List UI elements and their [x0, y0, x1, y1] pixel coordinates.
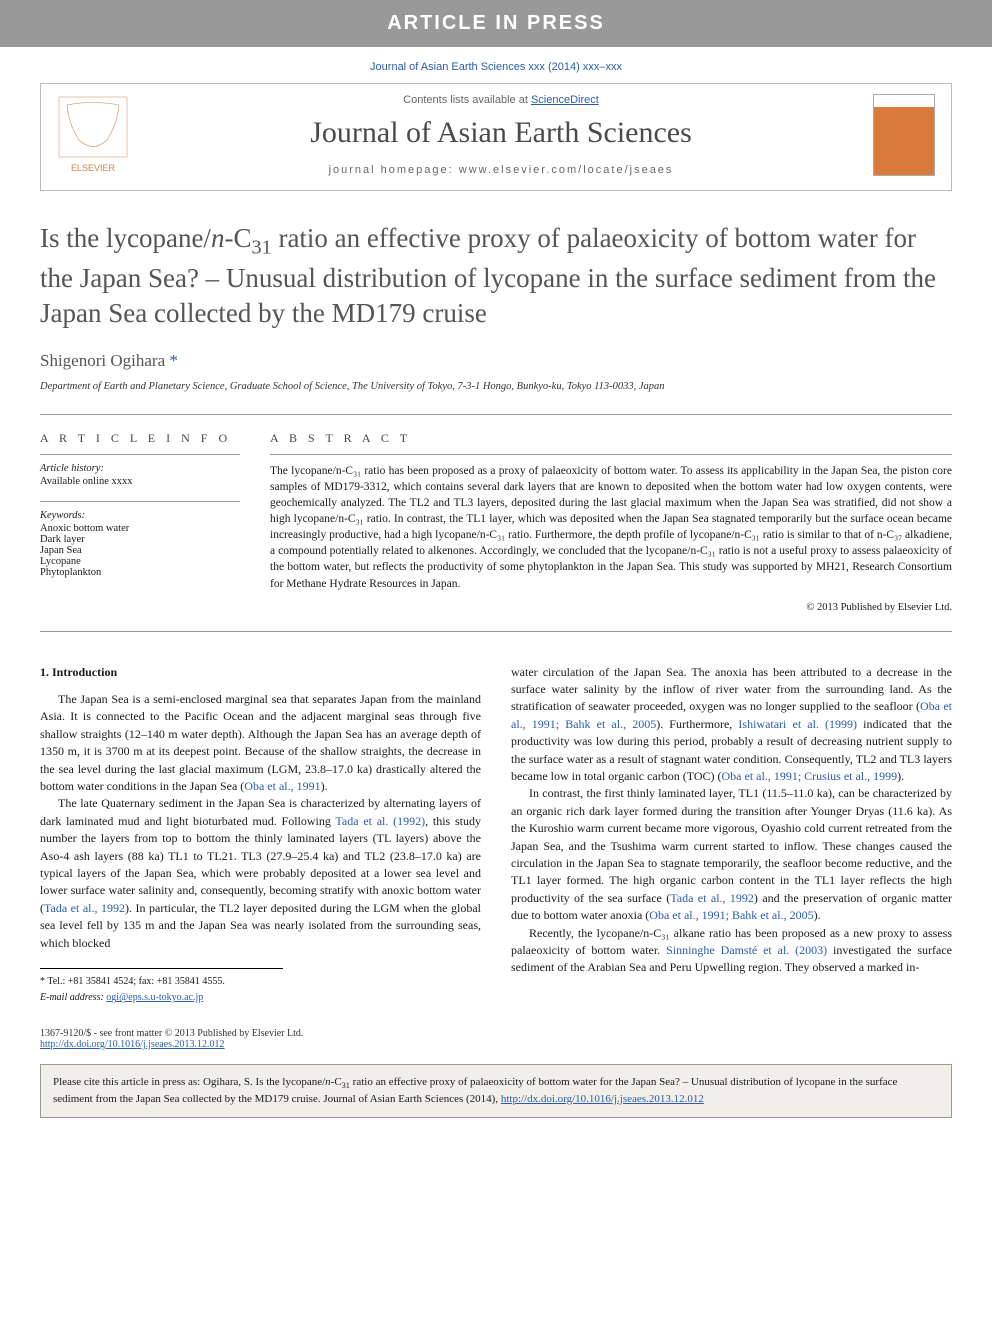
history-value: Available online xxxx: [40, 476, 240, 487]
paragraph: Recently, the lycopane/n-C₃₁ alkane rati…: [511, 925, 952, 977]
citation-link[interactable]: Sinninghe Damsté et al. (2003): [666, 943, 827, 957]
history-heading: Article history:: [40, 463, 240, 474]
elsevier-logo: ELSEVIER: [57, 95, 129, 175]
journal-homepage: journal homepage: www.elsevier.com/locat…: [149, 164, 853, 176]
citation-link[interactable]: Oba et al., 1991; Crusius et al., 1999: [722, 769, 898, 783]
abstract-heading: A B S T R A C T: [270, 431, 952, 446]
paragraph: The Japan Sea is a semi-enclosed margina…: [40, 691, 481, 795]
article-title: Is the lycopane/n-C31 ratio an effective…: [40, 221, 952, 331]
citation-link[interactable]: Tada et al., 1992: [44, 901, 125, 915]
svg-text:ELSEVIER: ELSEVIER: [71, 163, 116, 173]
paragraph: water circulation of the Japan Sea. The …: [511, 664, 952, 786]
top-citation: Journal of Asian Earth Sciences xxx (201…: [0, 47, 992, 83]
section-heading: 1. Introduction: [40, 664, 481, 681]
citation-link[interactable]: Tada et al. (1992): [335, 814, 425, 828]
corresponding-author-link[interactable]: *: [169, 351, 178, 370]
contents-available: Contents lists available at ScienceDirec…: [149, 94, 853, 106]
doi-link[interactable]: http://dx.doi.org/10.1016/j.jseaes.2013.…: [40, 1039, 225, 1050]
article-info-heading: A R T I C L E I N F O: [40, 431, 240, 446]
keywords-heading: Keywords:: [40, 510, 240, 521]
keywords-list: Anoxic bottom water Dark layer Japan Sea…: [40, 523, 240, 578]
journal-header: ELSEVIER Contents lists available at Sci…: [40, 83, 952, 191]
paragraph: In contrast, the first thinly laminated …: [511, 785, 952, 924]
article-info: A R T I C L E I N F O Article history: A…: [40, 431, 240, 613]
keyword: Anoxic bottom water: [40, 523, 240, 534]
keyword: Dark layer: [40, 534, 240, 545]
citation-link[interactable]: Oba et al., 1991: [244, 779, 320, 793]
issn-line: 1367-9120/$ - see front matter © 2013 Pu…: [40, 1028, 952, 1039]
citation-link[interactable]: Ishiwatari et al. (1999): [738, 717, 857, 731]
journal-cover-thumb: [873, 94, 935, 176]
keyword: Japan Sea: [40, 545, 240, 556]
email-link[interactable]: ogi@eps.s.u-tokyo.ac.jp: [106, 992, 203, 1003]
paragraph: The late Quaternary sediment in the Japa…: [40, 795, 481, 952]
citation-box: Please cite this article in press as: Og…: [40, 1064, 952, 1118]
article-in-press-banner: ARTICLE IN PRESS: [0, 0, 992, 47]
footer-meta: 1367-9120/$ - see front matter © 2013 Pu…: [40, 1028, 952, 1050]
abstract-text: The lycopane/n-C₃₁ ratio has been propos…: [270, 463, 952, 592]
citation-link[interactable]: Tada et al., 1992: [670, 891, 754, 905]
authors: Shigenori Ogihara *: [40, 351, 952, 371]
abstract: A B S T R A C T The lycopane/n-C₃₁ ratio…: [270, 431, 952, 613]
left-column: 1. Introduction The Japan Sea is a semi-…: [40, 664, 481, 1008]
journal-name: Journal of Asian Earth Sciences: [149, 116, 853, 150]
keyword: Phytoplankton: [40, 567, 240, 578]
cite-doi-link[interactable]: http://dx.doi.org/10.1016/j.jseaes.2013.…: [501, 1093, 704, 1105]
footnote: * Tel.: +81 35841 4524; fax: +81 35841 4…: [40, 968, 283, 1006]
affiliation: Department of Earth and Planetary Scienc…: [40, 381, 952, 392]
sciencedirect-link[interactable]: ScienceDirect: [531, 94, 599, 106]
citation-link[interactable]: Oba et al., 1991; Bahk et al., 2005: [649, 908, 813, 922]
keyword: Lycopane: [40, 556, 240, 567]
abstract-copyright: © 2013 Published by Elsevier Ltd.: [270, 602, 952, 613]
right-column: water circulation of the Japan Sea. The …: [511, 664, 952, 1008]
